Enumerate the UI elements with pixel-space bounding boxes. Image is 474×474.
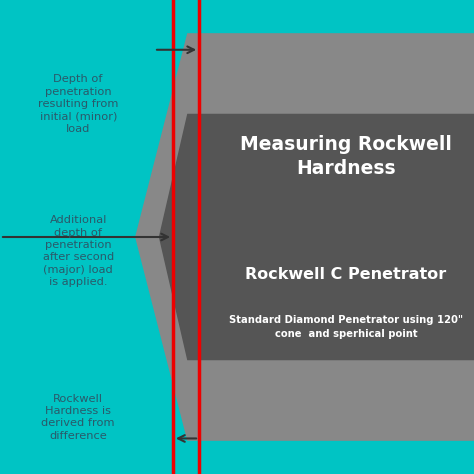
- Text: Rockwell C Penetrator: Rockwell C Penetrator: [246, 267, 447, 283]
- Text: Rockwell
Hardness is
derived from
difference: Rockwell Hardness is derived from differ…: [41, 393, 115, 441]
- Polygon shape: [135, 33, 474, 441]
- Text: Measuring Rockwell
Hardness: Measuring Rockwell Hardness: [240, 135, 452, 178]
- Text: Standard Diamond Penetrator using 120"
cone  and sperhical point: Standard Diamond Penetrator using 120" c…: [229, 316, 463, 338]
- Text: Depth of
penetration
resulting from
initial (minor)
load: Depth of penetration resulting from init…: [38, 74, 118, 134]
- Text: Additional
depth of
penetration
after second
(major) load
is applied.: Additional depth of penetration after se…: [43, 215, 114, 287]
- Polygon shape: [159, 114, 474, 360]
